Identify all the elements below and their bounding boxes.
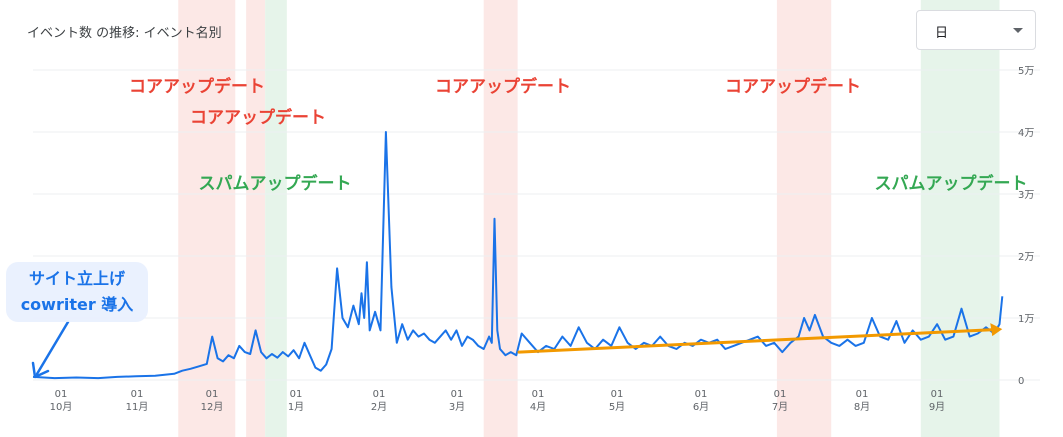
core-update-band-5 [776, 0, 832, 437]
x-tick-month: 10月 [50, 401, 73, 413]
callout-line-2: cowriter 導入 [20, 295, 134, 314]
x-tick-month: 2月 [371, 401, 387, 413]
x-tick-day: 01 [532, 389, 545, 400]
series [32, 131, 1004, 380]
x-tick-day: 01 [774, 389, 787, 400]
launch-arrow-line [35, 320, 70, 376]
x-tick-month: 11月 [126, 401, 149, 413]
series-line-1 [32, 131, 1004, 380]
y-axis: 5万 4万 3万 2万 1万 0 [1018, 66, 1034, 387]
core-update-label-1: コアアップデート [129, 76, 265, 97]
x-tick-month: 6月 [693, 401, 709, 413]
x-tick-month: 4月 [530, 401, 546, 413]
trend [31, 320, 1003, 379]
chevron-down-icon [1013, 28, 1023, 33]
spam-update-label-6: スパムアップデート [875, 173, 1028, 194]
y-tick-label: 4万 [1018, 128, 1034, 139]
grid-lines [33, 69, 1040, 381]
y-tick-label: 2万 [1018, 252, 1034, 263]
y-tick-label: 1万 [1018, 314, 1034, 325]
x-tick-day: 01 [451, 389, 464, 400]
y-tick-label: 0 [1018, 376, 1024, 387]
trend-arrow-head [990, 323, 1003, 337]
x-tick-month: 3月 [449, 401, 465, 413]
annotation-bands [178, 0, 1000, 437]
trend-arrow-line [517, 328, 996, 354]
x-tick-month: 9月 [929, 401, 945, 413]
core-update-label-5: コアアップデート [725, 76, 861, 97]
spam-update-band-6 [920, 0, 1000, 437]
x-tick-day: 01 [131, 389, 144, 400]
x-tick-month: 8月 [854, 401, 870, 413]
core-update-band-4 [483, 0, 518, 437]
x-tick-day: 01 [611, 389, 624, 400]
x-tick-month: 7月 [772, 401, 788, 413]
x-axis: 0110月0111月0112月011月012月013月014月015月016月0… [50, 389, 946, 413]
core-update-label-2: コアアップデート [190, 107, 326, 128]
callout-line-1: サイト立上げ [28, 269, 125, 288]
spam-update-label-3: スパムアップデート [199, 173, 352, 194]
x-tick-day: 01 [290, 389, 303, 400]
core-update-label-4: コアアップデート [435, 76, 571, 97]
launch-arrow-head [31, 361, 50, 379]
y-tick-label: 3万 [1018, 190, 1034, 201]
x-tick-day: 01 [695, 389, 708, 400]
granularity-value: 日 [935, 26, 949, 41]
x-tick-day: 01 [931, 389, 944, 400]
core-update-band-1 [178, 0, 236, 437]
granularity-dropdown[interactable]: 日 [916, 10, 1036, 50]
core-update-band-2 [246, 0, 266, 437]
x-tick-day: 01 [55, 389, 68, 400]
x-tick-month: 12月 [201, 401, 224, 413]
card-title: イベント数 の推移: イベント名別 [27, 26, 222, 41]
x-tick-day: 01 [206, 389, 219, 400]
y-tick-label: 5万 [1018, 66, 1034, 77]
x-tick-day: 01 [373, 389, 386, 400]
launch-callout: サイト立上げ cowriter 導入 [6, 262, 148, 322]
x-tick-month: 5月 [609, 401, 625, 413]
x-tick-day: 01 [856, 389, 869, 400]
launch-arrow [31, 320, 70, 379]
spam-update-band-3 [265, 0, 287, 437]
x-tick-month: 1月 [288, 401, 304, 413]
